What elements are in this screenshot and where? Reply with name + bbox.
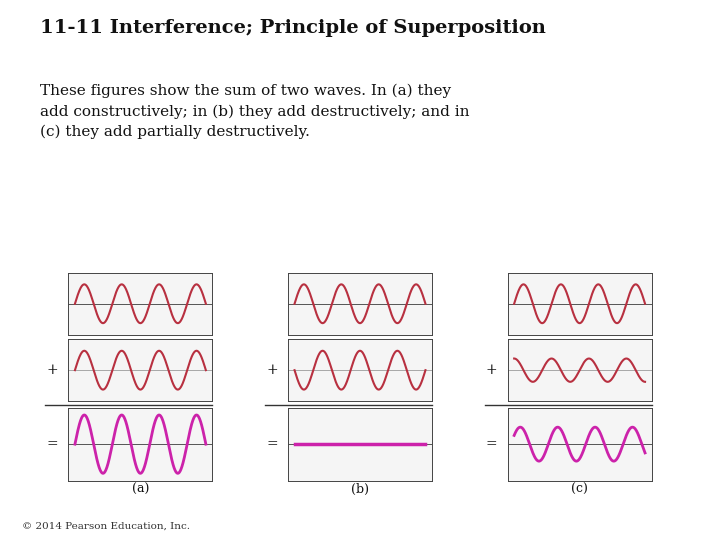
Text: +: + xyxy=(266,363,278,377)
Text: 11-11 Interference; Principle of Superposition: 11-11 Interference; Principle of Superpo… xyxy=(40,19,546,37)
Text: +: + xyxy=(486,363,498,377)
Text: =: = xyxy=(486,437,498,451)
Text: © 2014 Pearson Education, Inc.: © 2014 Pearson Education, Inc. xyxy=(22,521,189,530)
Text: (a): (a) xyxy=(132,483,149,496)
Text: =: = xyxy=(266,437,278,451)
Text: (c): (c) xyxy=(571,483,588,496)
Text: =: = xyxy=(47,437,58,451)
Text: These figures show the sum of two waves. In (a) they
add constructively; in (b) : These figures show the sum of two waves.… xyxy=(40,84,469,139)
Text: (b): (b) xyxy=(351,483,369,496)
Text: +: + xyxy=(47,363,58,377)
